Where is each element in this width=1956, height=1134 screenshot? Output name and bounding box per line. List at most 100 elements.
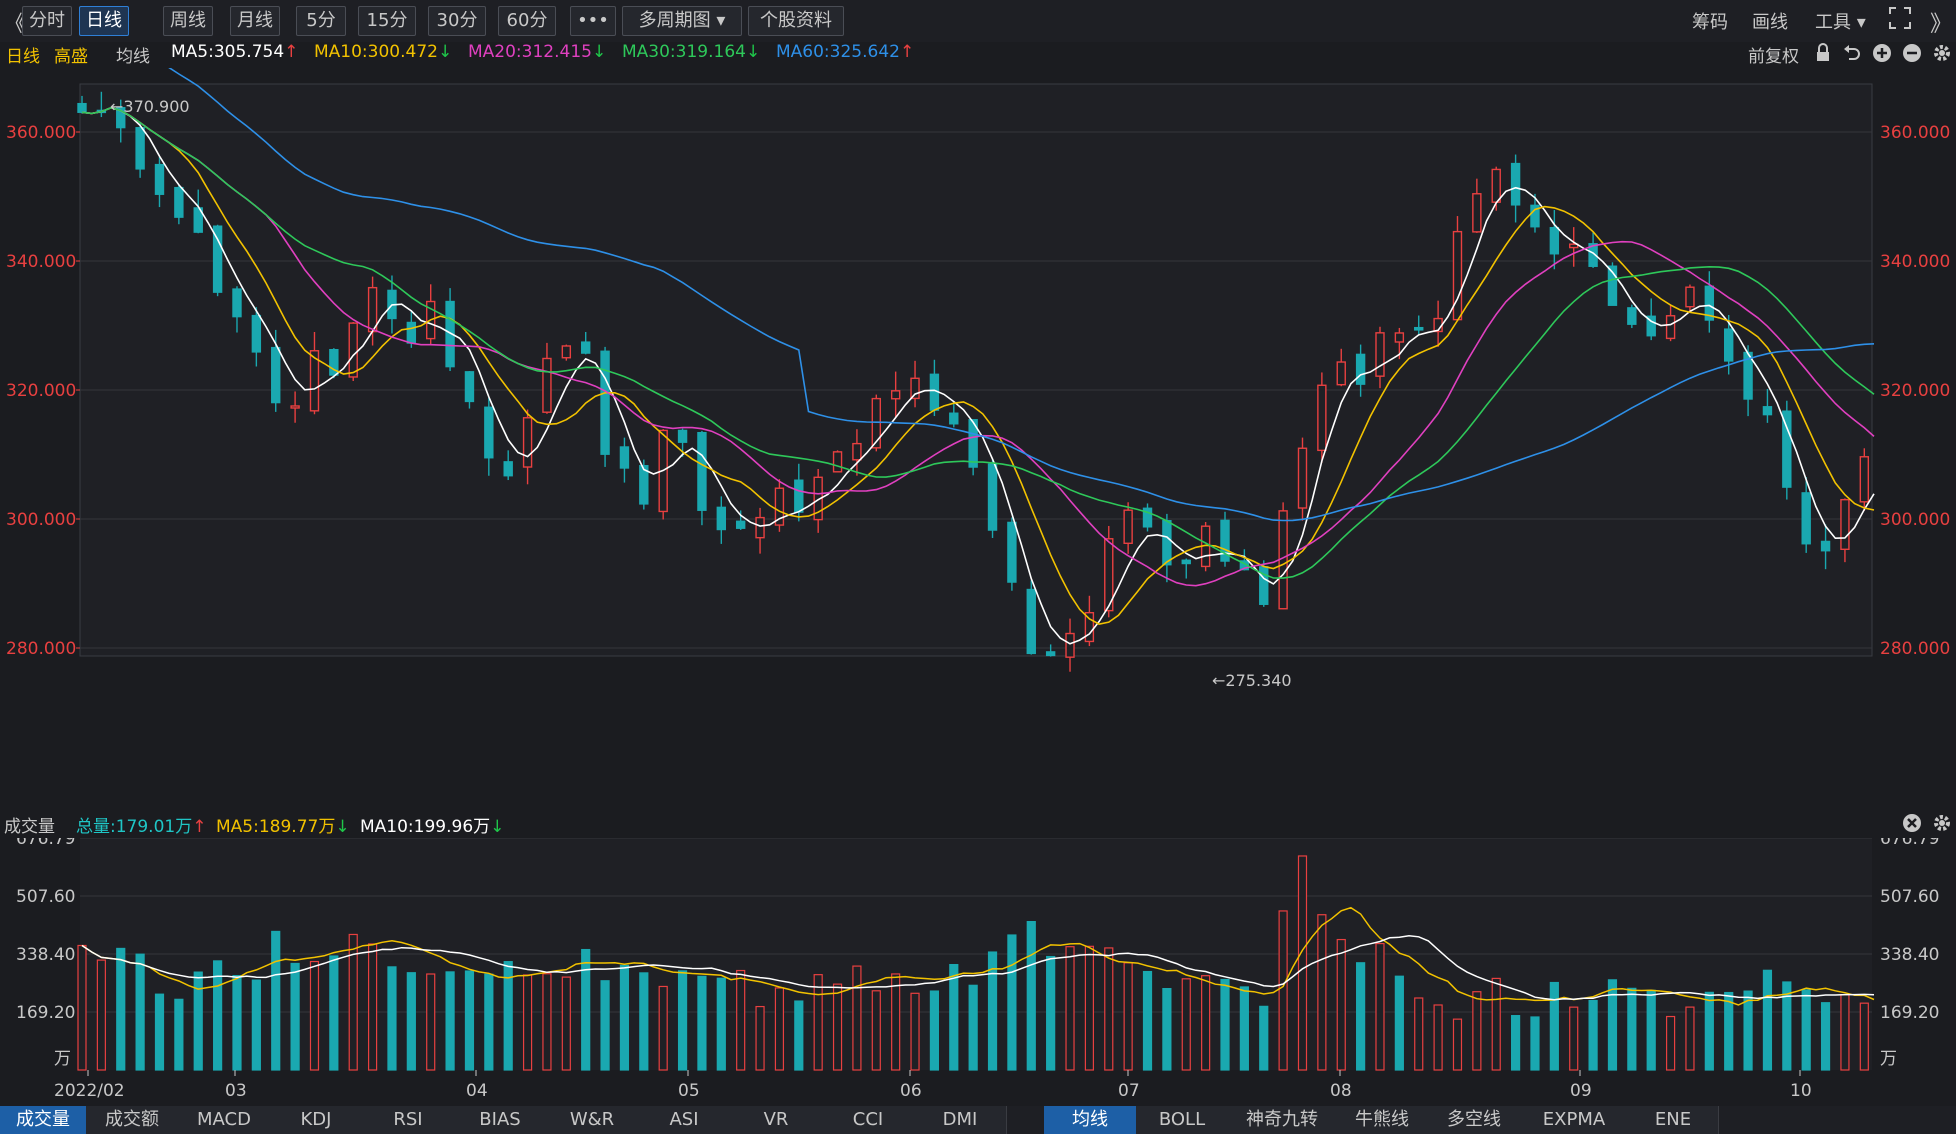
candle-body	[832, 451, 843, 473]
volume-bar	[1394, 975, 1404, 1071]
indicator-tab-left-8[interactable]: VR	[730, 1106, 823, 1134]
volume-chart[interactable]: 676.79 676.79 507.60 507.60 338.40 338.40 169.…	[0, 838, 1956, 1106]
volume-bar	[174, 998, 184, 1071]
indicator-tab-right-4[interactable]: 多空线	[1428, 1106, 1521, 1134]
volume-bar	[1801, 989, 1811, 1071]
candle-body	[1704, 285, 1715, 321]
ma-label[interactable]: 均线	[116, 47, 150, 67]
gear-icon[interactable]	[1932, 43, 1952, 68]
period-button-5[interactable]: 15分	[358, 6, 416, 36]
period-button-2[interactable]: 周线	[163, 6, 213, 36]
period-button-8[interactable]: •••	[570, 6, 616, 36]
candle-body	[329, 348, 339, 376]
volume-bar	[271, 930, 281, 1071]
volume-tick-left: 338.40	[16, 945, 75, 965]
volume-bar	[1201, 975, 1211, 1071]
period-button-7[interactable]: 60分	[498, 6, 556, 36]
volume-bar	[96, 959, 106, 1071]
indicator-tab-left-10[interactable]: DMI	[914, 1106, 1007, 1134]
volume-bar	[1259, 1005, 1269, 1071]
candle-body	[309, 350, 320, 412]
volume-bar	[464, 970, 475, 1071]
toolbar-tools[interactable]: 工具 ▾	[1815, 12, 1866, 33]
indicator-tab-left-3[interactable]: KDJ	[270, 1106, 363, 1134]
volume-bar	[581, 948, 591, 1071]
candle-body	[1220, 519, 1230, 562]
lock-icon[interactable]	[1814, 43, 1832, 68]
volume-bar	[639, 972, 649, 1071]
volume-bar	[522, 974, 533, 1071]
volume-bar	[1317, 914, 1327, 1071]
period-button-1[interactable]: 日线	[79, 6, 129, 36]
candle-body	[1859, 456, 1870, 503]
indicator-tab-right-2[interactable]: 神奇九转	[1228, 1106, 1337, 1134]
period-button-0[interactable]: 分时	[22, 6, 72, 36]
indicator-tab-right-1[interactable]: BOLL	[1136, 1106, 1229, 1134]
ma20-value: MA20:312.415↓	[468, 42, 607, 62]
period-button-9[interactable]: 多周期图 ▾	[622, 6, 742, 36]
volume-tick-right: 507.60	[1880, 887, 1939, 907]
candle-body	[1336, 361, 1346, 386]
volume-bar	[677, 970, 688, 1071]
undo-icon[interactable]	[1842, 43, 1862, 68]
candle-body	[1801, 492, 1811, 545]
candle-body	[1762, 406, 1773, 416]
candle-body	[271, 346, 281, 404]
volume-bar	[987, 951, 998, 1071]
candle-body	[639, 465, 649, 505]
candle-body	[1084, 611, 1095, 643]
volume-bar	[619, 964, 630, 1071]
indicator-tab-left-7[interactable]: ASI	[638, 1106, 731, 1134]
period-button-4[interactable]: 5分	[296, 6, 346, 36]
volume-bar	[658, 985, 668, 1071]
candle-body	[290, 405, 300, 409]
price-tick-left: 360.000	[6, 123, 76, 143]
zoom-in-icon[interactable]	[1872, 43, 1892, 68]
indicator-tab-right-0[interactable]: 均线	[1044, 1106, 1137, 1134]
indicator-tab-left-6[interactable]: W&R	[546, 1106, 639, 1134]
volume-bar	[716, 977, 726, 1071]
collapse-right-icon[interactable]: 》	[1930, 12, 1953, 37]
indicator-tab-right-6[interactable]: ENE	[1628, 1106, 1719, 1134]
indicator-tab-left-1[interactable]: 成交额	[86, 1106, 179, 1134]
ma5-line	[81, 106, 1875, 645]
close-icon[interactable]	[1902, 813, 1922, 838]
volume-ma10-line	[81, 934, 1875, 1001]
ma10-value: MA10:300.472↓	[314, 42, 453, 62]
toolbar-draw[interactable]: 画线	[1752, 12, 1788, 33]
candle-body	[1297, 447, 1308, 509]
adjust-label[interactable]: 前复权	[1748, 47, 1799, 67]
period-button-10[interactable]: 个股资料	[748, 6, 844, 36]
toolbar-chips[interactable]: 筹码	[1692, 12, 1728, 33]
volume-bar	[1530, 1016, 1540, 1071]
collapse-left-icon[interactable]: 《	[4, 12, 27, 37]
indicator-tab-left-0[interactable]: 成交量	[0, 1106, 87, 1134]
candle-body	[755, 516, 765, 539]
candlestick-chart[interactable]: 360.000 360.000 340.000 340.000 320.000 320.0…	[0, 68, 1956, 804]
period-button-6[interactable]: 30分	[428, 6, 486, 36]
indicator-tab-right-5[interactable]: EXPMA	[1520, 1106, 1629, 1134]
zoom-out-icon[interactable]	[1902, 43, 1922, 68]
candle-body	[1162, 520, 1172, 566]
expand-icon[interactable]	[1888, 6, 1912, 35]
candle-body	[522, 417, 533, 468]
date-label: 05	[678, 1081, 700, 1101]
volume-bar	[135, 953, 145, 1071]
indicator-tab-left-2[interactable]: MACD	[178, 1106, 271, 1134]
ma30-line	[81, 106, 1875, 579]
candle-body	[1627, 307, 1637, 325]
volume-bar	[213, 960, 223, 1071]
candle-body	[1104, 538, 1114, 612]
volume-gear-icon[interactable]	[1932, 813, 1952, 838]
candle-body	[135, 127, 145, 170]
volume-bar	[813, 974, 823, 1071]
indicator-tab-left-4[interactable]: RSI	[362, 1106, 455, 1134]
volume-bar	[193, 971, 203, 1071]
volume-bar	[1820, 1002, 1831, 1071]
period-button-3[interactable]: 月线	[230, 6, 280, 36]
volume-bar	[251, 979, 261, 1071]
volume-bar	[387, 966, 397, 1071]
indicator-tab-right-3[interactable]: 牛熊线	[1336, 1106, 1429, 1134]
indicator-tab-left-9[interactable]: CCI	[822, 1106, 915, 1134]
indicator-tab-left-5[interactable]: BIAS	[454, 1106, 547, 1134]
